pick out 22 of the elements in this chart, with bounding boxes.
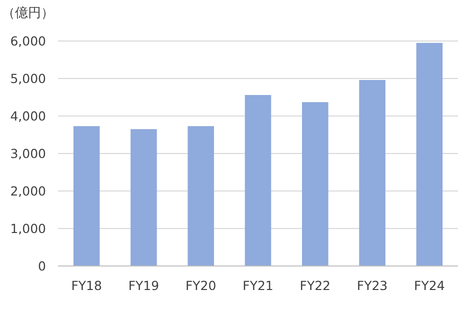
x-tick-label: FY20: [185, 278, 216, 293]
y-tick-label: 4,000: [10, 108, 46, 124]
y-tick-label: 3,000: [10, 146, 46, 161]
y-tick-label: 2,000: [10, 184, 46, 198]
bar: [244, 95, 272, 266]
y-axis-title: （億円）: [2, 6, 54, 21]
bar: [73, 126, 100, 266]
x-tick-label: FY24: [414, 278, 445, 293]
y-tick-label: 5,000: [10, 71, 46, 86]
bar: [416, 42, 443, 266]
bar: [359, 80, 386, 266]
x-tick-label: FY18: [71, 278, 102, 293]
bar: [302, 102, 328, 266]
y-tick-label: 0: [38, 258, 46, 274]
x-tick-label: FY21: [242, 278, 274, 293]
x-tick-label: FY23: [356, 278, 388, 293]
bar: [130, 129, 157, 266]
bar: [188, 126, 214, 266]
x-tick-label: FY22: [300, 278, 331, 293]
y-tick-label: 1,000: [10, 221, 46, 236]
x-tick-label: FY19: [128, 278, 160, 293]
y-tick-label: 6,000: [10, 34, 46, 48]
